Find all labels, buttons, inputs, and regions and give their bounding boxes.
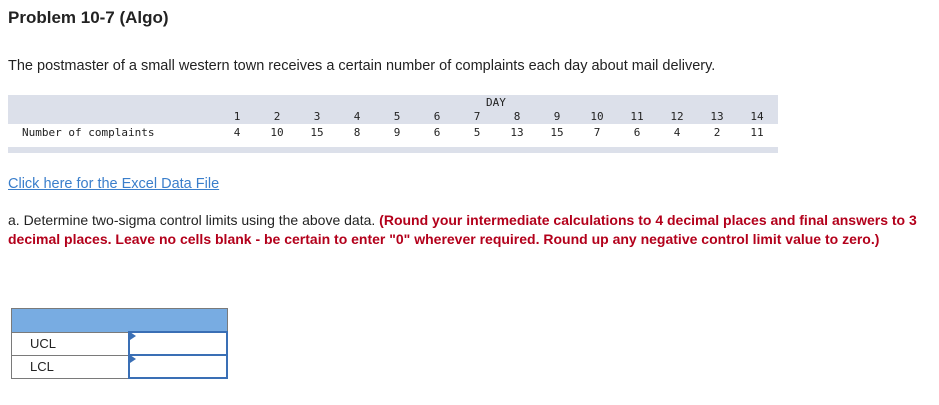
input-flag-icon	[130, 355, 136, 363]
complaint-count: 13	[510, 126, 524, 139]
complaint-count: 6	[433, 126, 441, 139]
problem-intro: The postmaster of a small western town r…	[8, 58, 716, 74]
complaint-count: 2	[713, 126, 721, 139]
complaint-count: 15	[550, 126, 564, 139]
input-flag-icon	[130, 332, 136, 340]
question-a: a. Determine two-sigma control limits us…	[8, 211, 928, 249]
complaint-count: 6	[633, 126, 641, 139]
lcl-input[interactable]	[130, 357, 224, 376]
table-row: UCL	[11, 331, 228, 356]
answer-table: UCL LCL	[11, 308, 228, 379]
complaint-count: 5	[473, 126, 481, 139]
data-table-footer-band	[8, 147, 778, 153]
day-number: 3	[313, 110, 321, 123]
ucl-label: UCL	[11, 331, 130, 356]
complaint-count: 15	[310, 126, 324, 139]
day-number: 7	[473, 110, 481, 123]
data-table-header-band	[8, 95, 778, 124]
day-number: 12	[670, 110, 684, 123]
page-title: Problem 10-7 (Algo)	[8, 8, 169, 27]
question-instructions: (Round your intermediate calculations to…	[8, 212, 917, 247]
complaint-count: 4	[233, 126, 241, 139]
day-number: 9	[553, 110, 561, 123]
complaint-count: 7	[593, 126, 601, 139]
day-number: 11	[630, 110, 644, 123]
question-text: a. Determine two-sigma control limits us…	[8, 212, 380, 228]
day-number: 4	[353, 110, 361, 123]
day-number: 10	[590, 110, 604, 123]
complaint-count: 8	[353, 126, 361, 139]
complaint-count: 9	[393, 126, 401, 139]
day-number: 6	[433, 110, 441, 123]
day-number: 5	[393, 110, 401, 123]
table-row: LCL	[11, 354, 228, 379]
ucl-input[interactable]	[130, 334, 224, 353]
day-number: 2	[273, 110, 281, 123]
complaint-count: 4	[673, 126, 681, 139]
excel-data-link[interactable]: Click here for the Excel Data File	[8, 176, 220, 192]
day-number: 14	[750, 110, 764, 123]
row-label: Number of complaints	[22, 126, 155, 139]
lcl-label: LCL	[11, 354, 130, 379]
complaint-count: 11	[750, 126, 764, 139]
day-number: 13	[710, 110, 724, 123]
day-number: 8	[513, 110, 521, 123]
day-header: DAY	[486, 96, 506, 109]
day-number: 1	[233, 110, 241, 123]
answer-table-header	[11, 308, 228, 333]
complaint-count: 10	[270, 126, 284, 139]
